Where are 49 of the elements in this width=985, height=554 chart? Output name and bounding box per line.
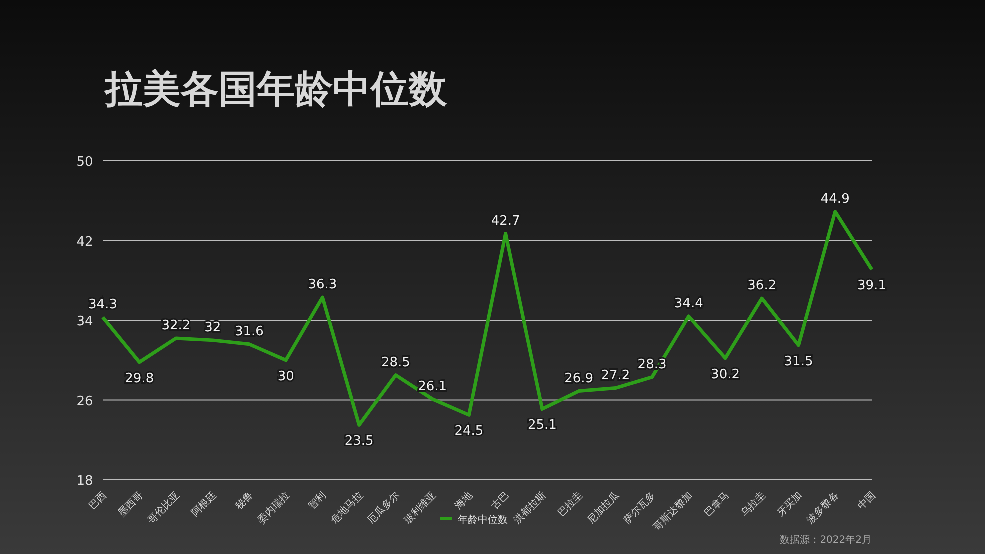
x-tick-label: 乌拉圭 <box>738 490 768 520</box>
x-tick-label: 海地 <box>452 490 476 512</box>
data-label: 31.5 <box>784 354 814 370</box>
data-label: 25.1 <box>528 418 557 434</box>
x-tick-label: 委内瑞拉 <box>255 490 292 526</box>
data-label: 30.2 <box>711 367 740 382</box>
data-label: 24.5 <box>454 424 484 440</box>
data-label: 34.3 <box>88 298 118 313</box>
x-tick-label: 中国 <box>855 490 878 512</box>
x-tick-label: 巴拉圭 <box>555 490 586 520</box>
chart-title: 拉美各国年龄中位数 <box>103 67 448 111</box>
legend-label: 年龄中位数 <box>458 514 508 526</box>
data-label: 42.7 <box>491 214 520 229</box>
data-label: 28.5 <box>381 355 410 370</box>
data-label: 34.4 <box>674 296 704 312</box>
x-tick-label: 秘鲁 <box>232 490 256 512</box>
data-label: 32 <box>204 320 222 336</box>
data-label: 26.1 <box>418 379 448 394</box>
y-tick-label: 26 <box>76 394 94 410</box>
y-tick-label: 50 <box>76 155 94 170</box>
x-tick-label: 巴拿马 <box>702 490 732 520</box>
data-label: 27.2 <box>601 368 630 384</box>
y-tick-label: 18 <box>76 474 94 489</box>
y-tick-label: 42 <box>76 234 94 250</box>
x-tick-label: 牙买加 <box>775 490 805 520</box>
data-label: 29.8 <box>125 371 154 386</box>
data-label: 39.1 <box>858 278 886 294</box>
data-label: 30 <box>278 369 294 384</box>
x-tick-label: 哥伦比亚 <box>146 490 182 526</box>
data-label: 44.9 <box>820 192 850 207</box>
x-tick-label: 尼加拉瓜 <box>585 490 622 526</box>
x-tick-label: 洪都拉斯 <box>512 490 549 526</box>
data-label: 32.2 <box>162 318 191 334</box>
data-label: 31.6 <box>235 324 264 340</box>
data-label: 36.3 <box>308 278 338 293</box>
x-tick-label: 巴西 <box>87 490 110 512</box>
x-tick-label: 智利 <box>306 490 329 512</box>
data-label: 26.9 <box>564 371 594 386</box>
data-label: 23.5 <box>344 434 374 450</box>
x-tick-label: 古巴 <box>489 490 512 512</box>
text: 数据源：2022年2月 <box>780 534 872 546</box>
y-tick-label: 34 <box>76 314 94 330</box>
x-tick-label: 危地马拉 <box>328 490 366 526</box>
data-label: 36.2 <box>748 278 777 294</box>
x-tick-label: 厄瓜多尔 <box>365 490 402 526</box>
x-tick-label: 玻利维亚 <box>402 490 439 526</box>
x-tick-label: 波多黎各 <box>804 490 842 526</box>
x-tick-label: 墨西哥 <box>116 490 146 520</box>
x-tick-label: 阿根廷 <box>189 490 219 520</box>
